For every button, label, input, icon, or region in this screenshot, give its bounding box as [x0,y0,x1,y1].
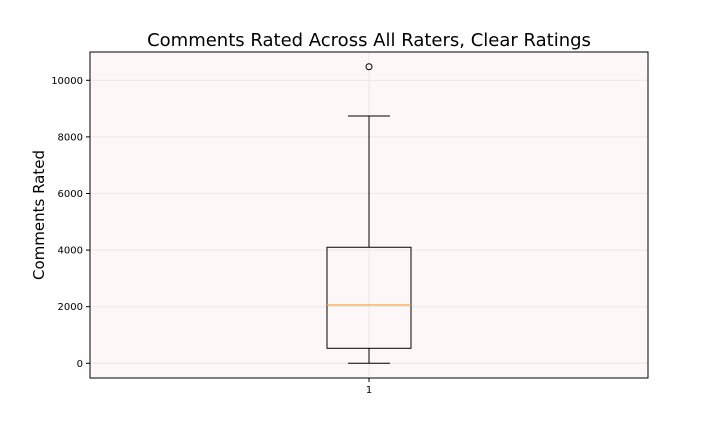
interquartile-box [326,246,412,349]
y-tick-label: 8000 [58,132,83,143]
y-axis-ticks: 0 2000 4000 6000 8000 10000 [51,76,90,370]
y-tick-label: 2000 [58,302,83,313]
outlier-point [365,63,373,71]
y-tick-label: 10000 [51,76,83,87]
grid-lines [90,52,648,378]
box-series [326,63,412,364]
chart-title: Comments Rated Across All Raters, Clear … [147,30,591,51]
y-axis-title: Comments Rated [30,150,48,280]
x-tick-label: 1 [366,385,372,396]
y-tick-label: 0 [77,359,83,370]
y-tick-label: 4000 [58,246,83,257]
x-axis-ticks: 1 [366,378,372,396]
y-tick-label: 6000 [58,189,83,200]
